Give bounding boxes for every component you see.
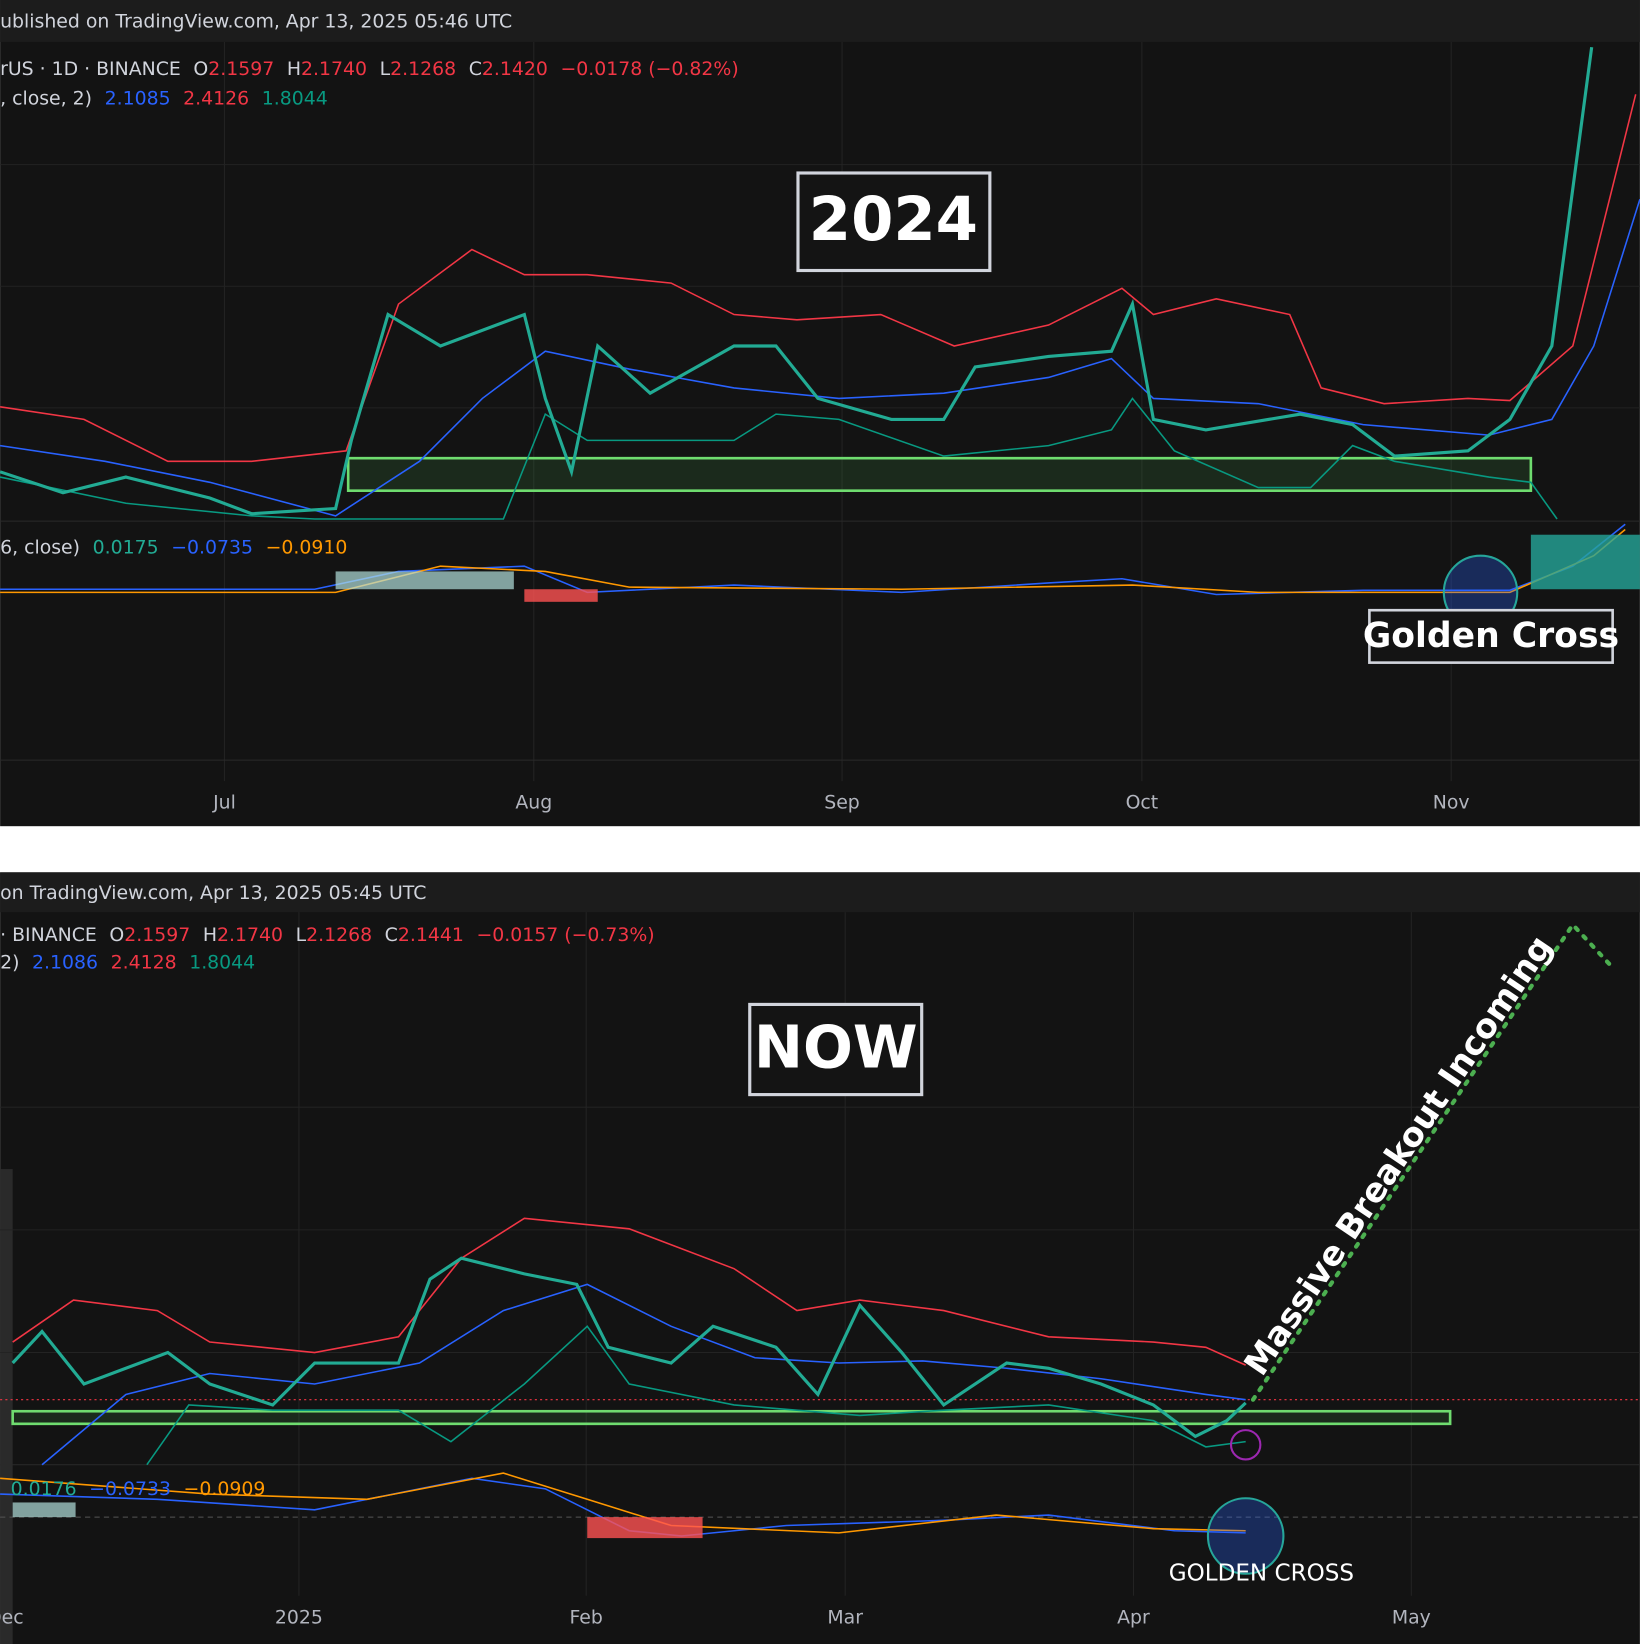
breakout-arrow bbox=[1250, 921, 1617, 1402]
top-panel-bg bbox=[0, 0, 1640, 827]
high: 2.1740 bbox=[301, 58, 367, 80]
macd-value: −0.0909 bbox=[184, 1477, 266, 1499]
open: 2.1597 bbox=[124, 924, 190, 946]
bb-value: 2.1085 bbox=[105, 87, 171, 109]
price-path bbox=[11, 1256, 1247, 1439]
bb-basis bbox=[0, 198, 1640, 517]
x-label: Dec bbox=[0, 1606, 24, 1628]
close-label: C bbox=[385, 924, 398, 946]
histogram-area bbox=[12, 1502, 76, 1518]
annotation: GOLDEN CROSS bbox=[1169, 1560, 1354, 1586]
x-label: Feb bbox=[569, 1606, 602, 1628]
title: 2024 bbox=[809, 185, 978, 255]
support-zone bbox=[11, 1409, 1452, 1426]
bb-value: 1.8044 bbox=[189, 951, 255, 973]
open-label: O bbox=[109, 924, 124, 946]
symbol: rUS · 1D · BINANCE bbox=[0, 58, 181, 80]
macd-value: 0.0176 bbox=[11, 1477, 77, 1499]
change: −0.0157 (−0.73%) bbox=[476, 924, 654, 946]
bottom-panel-bg bbox=[0, 872, 1640, 1644]
x-label: Apr bbox=[1117, 1606, 1150, 1628]
top-grid bbox=[0, 41, 1640, 782]
x-label: Sep bbox=[824, 792, 860, 814]
bb-upper bbox=[12, 1217, 1246, 1366]
highlight-circle bbox=[1206, 1497, 1285, 1575]
histogram-area bbox=[1530, 534, 1640, 590]
x-label: Jul bbox=[212, 792, 236, 814]
scroll-edge bbox=[0, 1169, 13, 1644]
high-label: H bbox=[203, 924, 217, 946]
macd-label: 6, close) bbox=[0, 536, 80, 558]
bottom-grid bbox=[0, 912, 1640, 1596]
close: 2.1420 bbox=[482, 58, 548, 80]
legend-line: · BINANCE O2.1597 H2.1740 L2.1268 C2.1441 −0.… bbox=[0, 924, 655, 946]
bb-upper bbox=[0, 94, 1637, 463]
bb-label: , close, 2) bbox=[0, 87, 92, 109]
open-label: O bbox=[193, 58, 208, 80]
symbol: · BINANCE bbox=[0, 924, 97, 946]
histogram-area bbox=[524, 589, 598, 602]
top-header-bar bbox=[0, 0, 1640, 42]
histogram-area bbox=[335, 571, 514, 590]
close: 2.1441 bbox=[398, 924, 464, 946]
bb-value: 2.1086 bbox=[32, 951, 98, 973]
low: 2.1268 bbox=[390, 58, 456, 80]
bb-lower bbox=[146, 1325, 1246, 1466]
legend-line: 2) 2.1086 2.4128 1.8044 bbox=[0, 951, 255, 973]
signal-line bbox=[0, 1472, 1246, 1534]
histogram-area bbox=[587, 1517, 703, 1539]
x-label: Nov bbox=[1433, 792, 1470, 814]
bb-value: 2.4126 bbox=[183, 87, 249, 109]
legend-line: , close, 2) 2.1085 2.4126 1.8044 bbox=[0, 87, 328, 109]
title: NOW bbox=[754, 1014, 918, 1082]
legend-line: 0.0176 −0.0733 −0.0909 bbox=[11, 1477, 266, 1499]
x-label: 2025 bbox=[275, 1606, 323, 1628]
published: on TradingView.com, Apr 13, 2025 05:45 U… bbox=[0, 882, 426, 904]
low-label: L bbox=[380, 58, 391, 80]
macd-value: −0.0733 bbox=[89, 1477, 171, 1499]
legend-line: rUS · 1D · BINANCE O2.1597 H2.1740 L2.1268 C… bbox=[0, 58, 739, 80]
x-label: May bbox=[1392, 1606, 1431, 1628]
published: ublished on TradingView.com, Apr 13, 202… bbox=[0, 11, 512, 33]
bb-lower bbox=[0, 397, 1558, 520]
bb-label: 2) bbox=[0, 951, 19, 973]
high: 2.1740 bbox=[217, 924, 283, 946]
open: 2.1597 bbox=[208, 58, 274, 80]
macd-value: −0.0910 bbox=[266, 536, 348, 558]
alert-icon bbox=[1229, 1429, 1262, 1461]
close-label: C bbox=[469, 58, 482, 80]
bb-value: 2.4128 bbox=[111, 951, 177, 973]
x-label: Mar bbox=[827, 1606, 863, 1628]
x-label: Aug bbox=[515, 792, 552, 814]
bottom-header-bar bbox=[0, 872, 1640, 913]
low: 2.1268 bbox=[306, 924, 372, 946]
macd-value: −0.0735 bbox=[171, 536, 253, 558]
change: −0.0178 (−0.82%) bbox=[560, 58, 738, 80]
x-label: Oct bbox=[1126, 792, 1159, 814]
high-label: H bbox=[287, 58, 301, 80]
legend-line: 6, close) 0.0175 −0.0735 −0.0910 bbox=[0, 536, 347, 558]
macd-value: 0.0175 bbox=[93, 536, 159, 558]
title-box bbox=[796, 171, 992, 273]
annotation-box bbox=[1368, 608, 1614, 664]
price-path bbox=[0, 46, 1594, 516]
bb-value: 1.8044 bbox=[262, 87, 328, 109]
title-box bbox=[748, 1002, 924, 1097]
low-label: L bbox=[296, 924, 307, 946]
annotation: Golden Cross bbox=[1363, 616, 1619, 656]
